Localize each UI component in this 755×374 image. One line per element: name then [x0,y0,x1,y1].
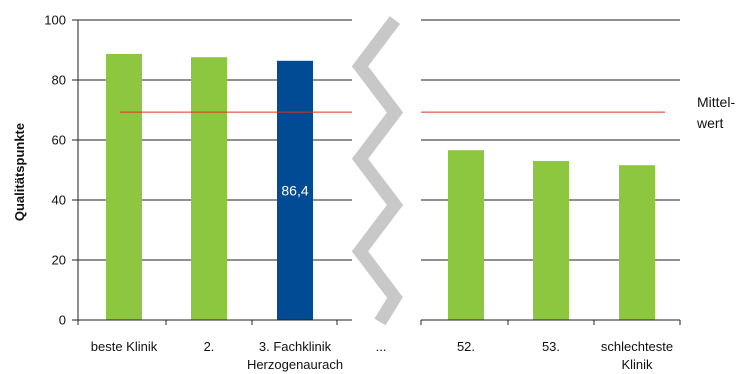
y-axis-label: Qualitätspunkte [12,123,27,221]
x-tick-label: 53. [542,339,560,354]
axis-break-zigzag [351,16,404,326]
x-axis [77,319,681,325]
average-legend: Mittel-wert [696,94,735,131]
axis-break-label: ... [376,339,387,354]
x-tick-label: 3. Fachklinik Herzogenaurach [247,339,343,372]
bar-data-label: 86,4 [281,182,308,198]
y-tick-label: 0 [59,313,66,328]
average-legend-label: Mittel-wert [696,94,735,131]
bar [191,57,227,320]
bar [619,165,655,320]
x-tick-label: 2. [204,339,215,354]
axis-break [351,16,404,326]
x-tick-label: beste Klinik [91,339,158,354]
category-labels: beste Klinik 2. 3. Fachklinik Herzogenaurac… [91,339,673,372]
x-tick-label: 52. [457,339,475,354]
y-tick-label: 100 [44,13,66,28]
bar [106,53,142,321]
y-tick-label: 40 [52,193,66,208]
bar [448,150,484,320]
x-tick-label: schlechteste Klinik [601,339,673,372]
y-tick-label: 60 [52,133,66,148]
y-axis: 0 20 40 60 80 100 [44,13,79,328]
bars: 86,4 [106,53,655,321]
bar [277,60,313,321]
y-tick-label: 80 [52,73,66,88]
bar [533,161,569,320]
y-tick-label: 20 [52,253,66,268]
